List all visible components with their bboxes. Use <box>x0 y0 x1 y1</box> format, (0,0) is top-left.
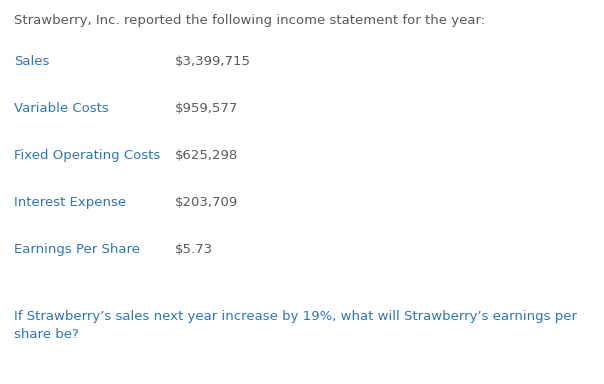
Text: Earnings Per Share: Earnings Per Share <box>14 243 140 256</box>
Text: Variable Costs: Variable Costs <box>14 102 109 115</box>
Text: Fixed Operating Costs: Fixed Operating Costs <box>14 149 160 162</box>
Text: share be?: share be? <box>14 328 79 341</box>
Text: Sales: Sales <box>14 55 50 68</box>
Text: $5.73: $5.73 <box>175 243 213 256</box>
Text: $3,399,715: $3,399,715 <box>175 55 251 68</box>
Text: $625,298: $625,298 <box>175 149 238 162</box>
Text: If Strawberry’s sales next year increase by 19%, what will Strawberry’s earnings: If Strawberry’s sales next year increase… <box>14 310 577 323</box>
Text: $959,577: $959,577 <box>175 102 239 115</box>
Text: Interest Expense: Interest Expense <box>14 196 126 209</box>
Text: Strawberry, Inc. reported the following income statement for the year:: Strawberry, Inc. reported the following … <box>14 14 485 27</box>
Text: $203,709: $203,709 <box>175 196 238 209</box>
